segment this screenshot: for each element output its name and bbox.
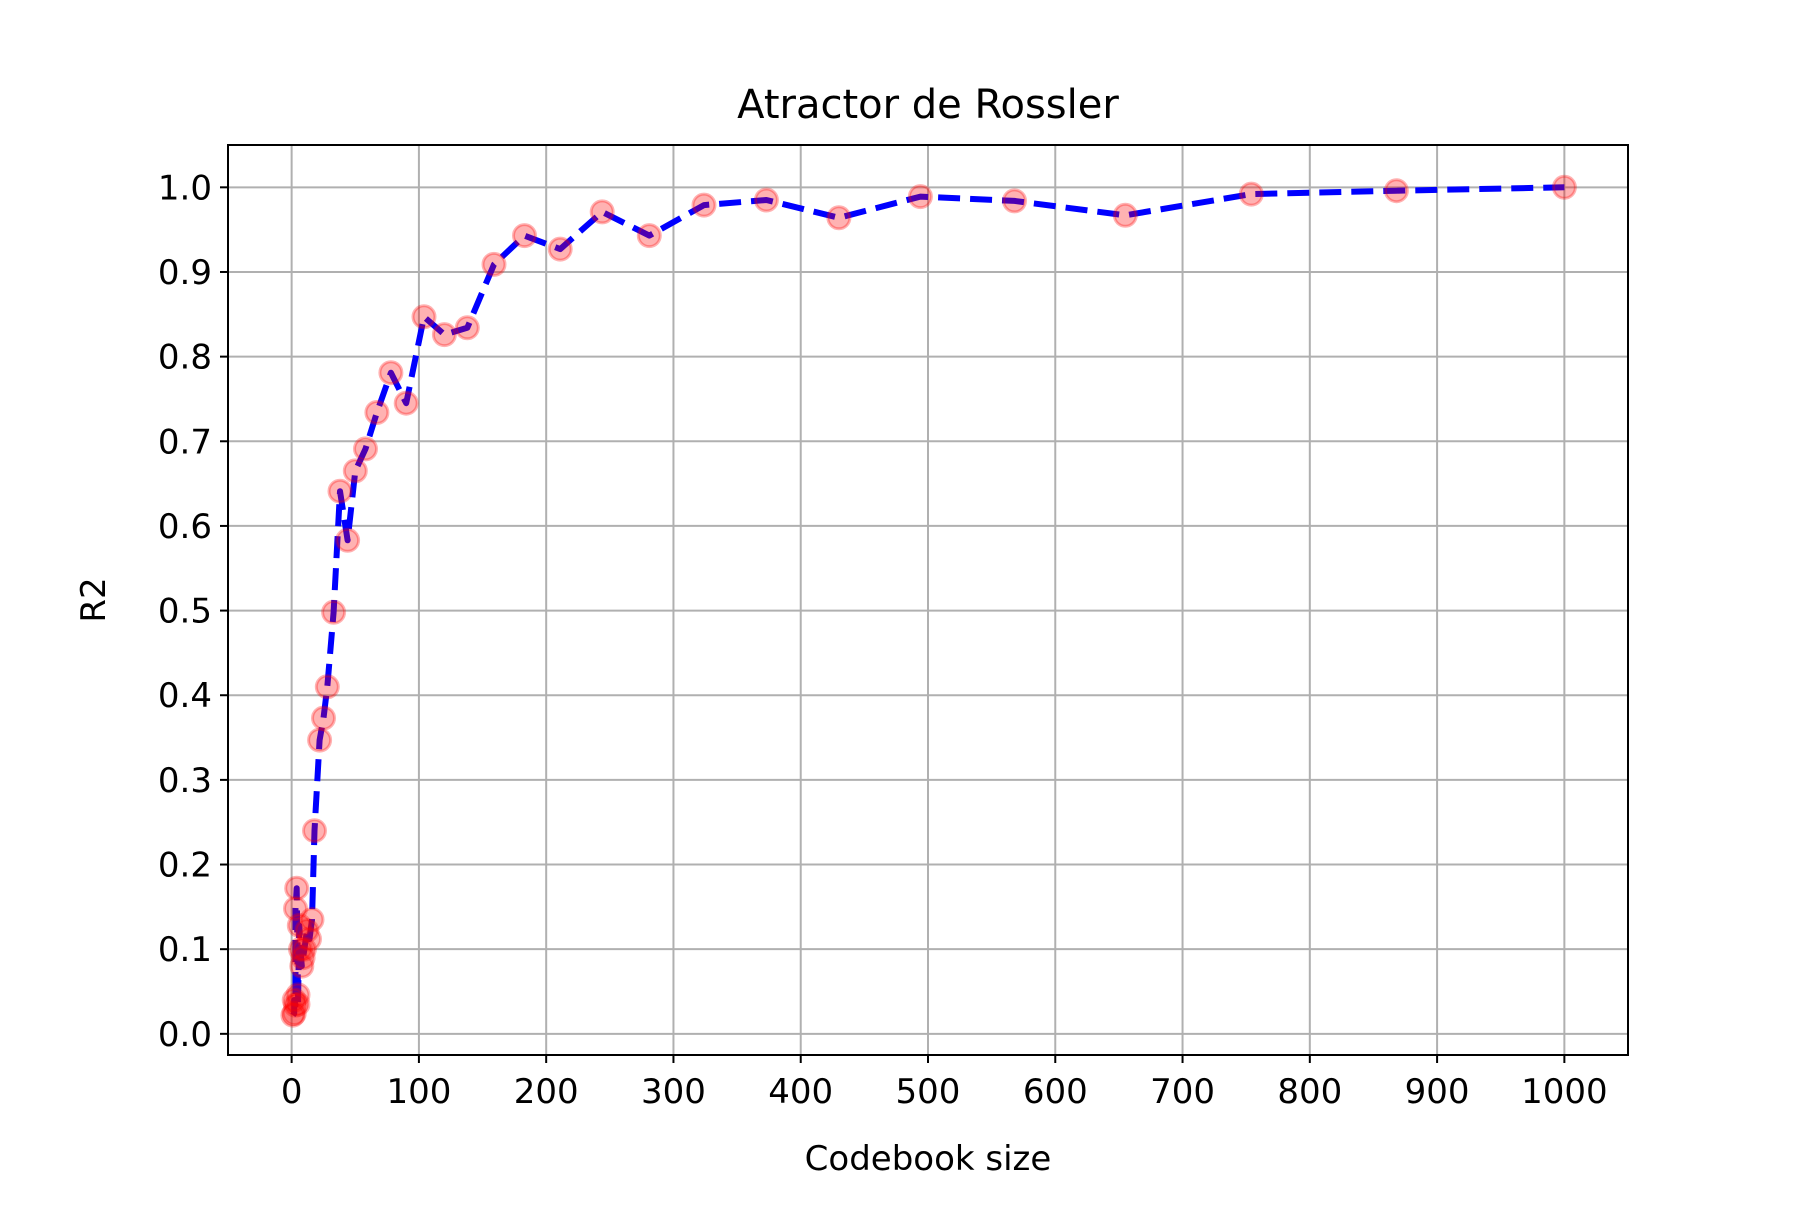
data-point: [288, 936, 313, 962]
data-point: [285, 991, 311, 1017]
data-point: [547, 236, 573, 262]
y-axis-label: R2: [74, 577, 114, 622]
data-point: [280, 1002, 306, 1028]
x-tick-label: 200: [514, 1072, 579, 1112]
y-tick-label: 0.7: [158, 422, 212, 462]
data-point: [342, 458, 368, 484]
data-point: [286, 913, 312, 938]
data-point: [283, 896, 308, 922]
data-point: [454, 315, 480, 341]
data-point: [302, 818, 327, 844]
y-tick-label: 0.9: [158, 253, 212, 293]
data-point: [481, 251, 507, 277]
data-point: [393, 390, 419, 416]
data-point: [294, 918, 320, 944]
x-tick-label: 900: [1405, 1072, 1470, 1112]
y-axis-ticks: 0.0 0.1 0.2 0.3 0.4 0.5 0.6 0.7 0.8 0.9 1.0: [158, 168, 228, 1055]
series-line: [290, 184, 1565, 1018]
data-point: [1551, 174, 1577, 200]
data-point: [1002, 188, 1027, 214]
x-tick-label: 600: [1023, 1072, 1088, 1112]
data-point: [284, 875, 310, 901]
y-tick-label: 0.8: [158, 338, 212, 378]
data-point: [826, 205, 852, 231]
y-tick-label: 1.0: [158, 168, 212, 208]
data-point: [1112, 202, 1138, 228]
x-tick-label: 800: [1277, 1072, 1342, 1112]
chart-title: Atractor de Rossler: [737, 82, 1119, 128]
data-point: [297, 926, 322, 952]
x-axis-ticks: 0 100 200 300 400 500 600 700 800 900 1000: [281, 1055, 1608, 1112]
data-point: [589, 199, 615, 225]
y-tick-label: 0.4: [158, 676, 212, 716]
data-point: [636, 223, 662, 249]
x-tick-label: 300: [641, 1072, 706, 1112]
data-point: [285, 982, 311, 1008]
data-point: [411, 304, 437, 330]
x-tick-label: 100: [386, 1072, 451, 1112]
y-tick-label: 0.2: [158, 846, 212, 886]
x-tick-label: 1000: [1521, 1072, 1608, 1112]
data-point: [691, 192, 717, 218]
data-point: [327, 478, 353, 504]
data-point: [907, 184, 933, 210]
data-point: [289, 953, 315, 979]
data-point: [512, 223, 537, 249]
y-tick-label: 0.3: [158, 761, 212, 801]
x-tick-label: 400: [768, 1072, 833, 1112]
data-point: [281, 987, 307, 1013]
data-point: [314, 674, 340, 700]
data-point: [353, 436, 378, 462]
data-point: [307, 727, 333, 753]
data-point: [321, 599, 347, 625]
data-point: [753, 187, 779, 213]
data-point: [335, 527, 361, 553]
data-point: [281, 1001, 307, 1026]
y-tick-label: 0.1: [158, 930, 212, 970]
data-point: [1238, 181, 1264, 207]
x-tick-label: 0: [281, 1072, 303, 1112]
data-point: [431, 322, 457, 348]
x-axis-label: Codebook size: [805, 1139, 1052, 1179]
data-point: [1383, 178, 1409, 204]
data-point: [299, 907, 325, 933]
y-tick-label: 0.6: [158, 507, 212, 547]
data-point: [364, 400, 390, 425]
y-tick-label: 0.0: [158, 1015, 212, 1055]
x-tick-label: 700: [1150, 1072, 1215, 1112]
data-point: [290, 945, 316, 971]
data-point: [378, 360, 404, 386]
y-tick-label: 0.5: [158, 592, 212, 632]
data-series: [280, 174, 1577, 1028]
x-tick-label: 500: [896, 1072, 961, 1112]
data-point: [311, 705, 336, 731]
grid: [228, 145, 1628, 1055]
data-point: [283, 992, 308, 1018]
data-point: [291, 936, 317, 962]
